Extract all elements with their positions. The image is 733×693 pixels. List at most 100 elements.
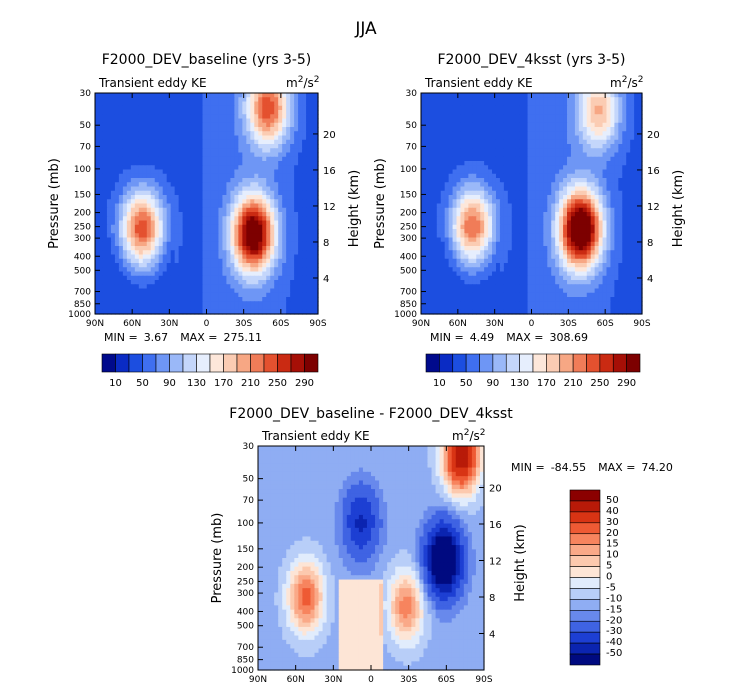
heatmap-cell (262, 195, 267, 200)
heatmap-cell (95, 93, 100, 98)
heatmap-cell (262, 114, 267, 120)
heatmap-cell (130, 271, 136, 277)
heatmap-cell (95, 263, 100, 268)
heatmap-cell (539, 233, 544, 239)
heatmap-cell (170, 203, 176, 209)
heatmap-cell (158, 237, 164, 243)
heatmap-cell (618, 195, 623, 200)
heatmap-cell (476, 135, 481, 141)
heatmap-cell (598, 169, 604, 175)
heatmap-cell (206, 212, 212, 217)
heatmap-cell (606, 122, 612, 128)
heatmap-cell (202, 199, 208, 205)
y-tick-label: 850 (74, 300, 91, 310)
heatmap-cell (551, 212, 556, 217)
heatmap-cell (503, 114, 509, 120)
heatmap-cell (622, 114, 627, 120)
heatmap-cell (448, 118, 454, 124)
heatmap-cell (476, 203, 481, 209)
heatmap-cell (102, 169, 108, 175)
heatmap-cell (582, 203, 588, 209)
heatmap-cell (206, 224, 212, 230)
heatmap-cell (551, 237, 556, 243)
heatmap-cell (310, 246, 315, 251)
heatmap-cell (614, 199, 619, 205)
heatmap-cell (254, 288, 259, 294)
heatmap-cell (162, 105, 168, 111)
heatmap-cell (559, 220, 564, 226)
heatmap-cell (98, 271, 104, 277)
heatmap-cell (246, 284, 251, 290)
heatmap-cell (274, 220, 279, 226)
heatmap-cell (202, 241, 208, 247)
heatmap-cell (270, 127, 275, 132)
heatmap-cell (98, 267, 104, 273)
heatmap-cell (507, 131, 513, 137)
heatmap-cell (432, 114, 438, 120)
heatmap-cell (574, 207, 580, 213)
heatmap-cell (614, 97, 619, 103)
heatmap-cell (290, 212, 295, 217)
heatmap-cell (210, 144, 216, 149)
heatmap-cell (110, 148, 116, 154)
heatmap-cell (142, 131, 148, 137)
heatmap-cell (551, 152, 556, 158)
heatmap-cell (118, 165, 124, 171)
heatmap-cell (250, 101, 255, 107)
heatmap-cell (270, 144, 275, 149)
heatmap-cell (503, 190, 509, 196)
heatmap-cell (194, 207, 200, 213)
heatmap-cell (150, 135, 156, 141)
heatmap-cell (586, 156, 592, 162)
heatmap-cell (523, 101, 529, 107)
heatmap-cell (126, 254, 132, 260)
heatmap-cell (182, 258, 188, 264)
heatmap-cell (432, 190, 438, 196)
heatmap-cell (464, 97, 469, 103)
heatmap-cell (118, 97, 124, 103)
heatmap-cell (543, 212, 548, 217)
heatmap-cell (146, 135, 152, 141)
heatmap-cell (626, 173, 631, 179)
heatmap-cell (146, 254, 152, 260)
heatmap-cell (122, 216, 128, 222)
heatmap-cell (519, 212, 525, 217)
heatmap-cell (238, 178, 243, 183)
heatmap-cell (495, 216, 501, 222)
heatmap-cell (122, 305, 128, 311)
heatmap-cell (214, 224, 220, 230)
heatmap-cell (182, 186, 188, 192)
heatmap-cell (460, 148, 466, 154)
heatmap-cell (452, 110, 458, 115)
heatmap-cell (464, 122, 469, 128)
heatmap-cell (282, 105, 287, 111)
heatmap-cell (126, 258, 132, 264)
heatmap-cell (480, 93, 485, 98)
heatmap-cell (622, 127, 627, 132)
heatmap-cell (594, 169, 600, 175)
heatmap-cell (234, 101, 239, 107)
heatmap-cell (507, 101, 513, 107)
heatmap-cell (634, 152, 639, 158)
heatmap-cell (460, 101, 466, 107)
heatmap-cell (527, 212, 533, 217)
heatmap-cell (142, 97, 148, 103)
heatmap-cell (210, 212, 216, 217)
heatmap-cell (266, 135, 271, 141)
heatmap-cell (238, 139, 243, 145)
heatmap-cell (452, 139, 458, 145)
heatmap-cell (444, 152, 450, 158)
heatmap-cell (186, 182, 192, 188)
heatmap-cell (286, 241, 291, 247)
heatmap-cell (484, 114, 489, 120)
heatmap-cell (543, 114, 548, 120)
heatmap-cell (218, 131, 224, 137)
heatmap-cell (274, 148, 279, 154)
heatmap-cell (515, 110, 521, 115)
heatmap-cell (182, 131, 188, 137)
heatmap-cell (507, 237, 513, 243)
heatmap-cell (286, 284, 291, 290)
heatmap-cell (499, 216, 505, 222)
heatmap-cell (202, 224, 208, 230)
heatmap-cell (590, 105, 596, 111)
